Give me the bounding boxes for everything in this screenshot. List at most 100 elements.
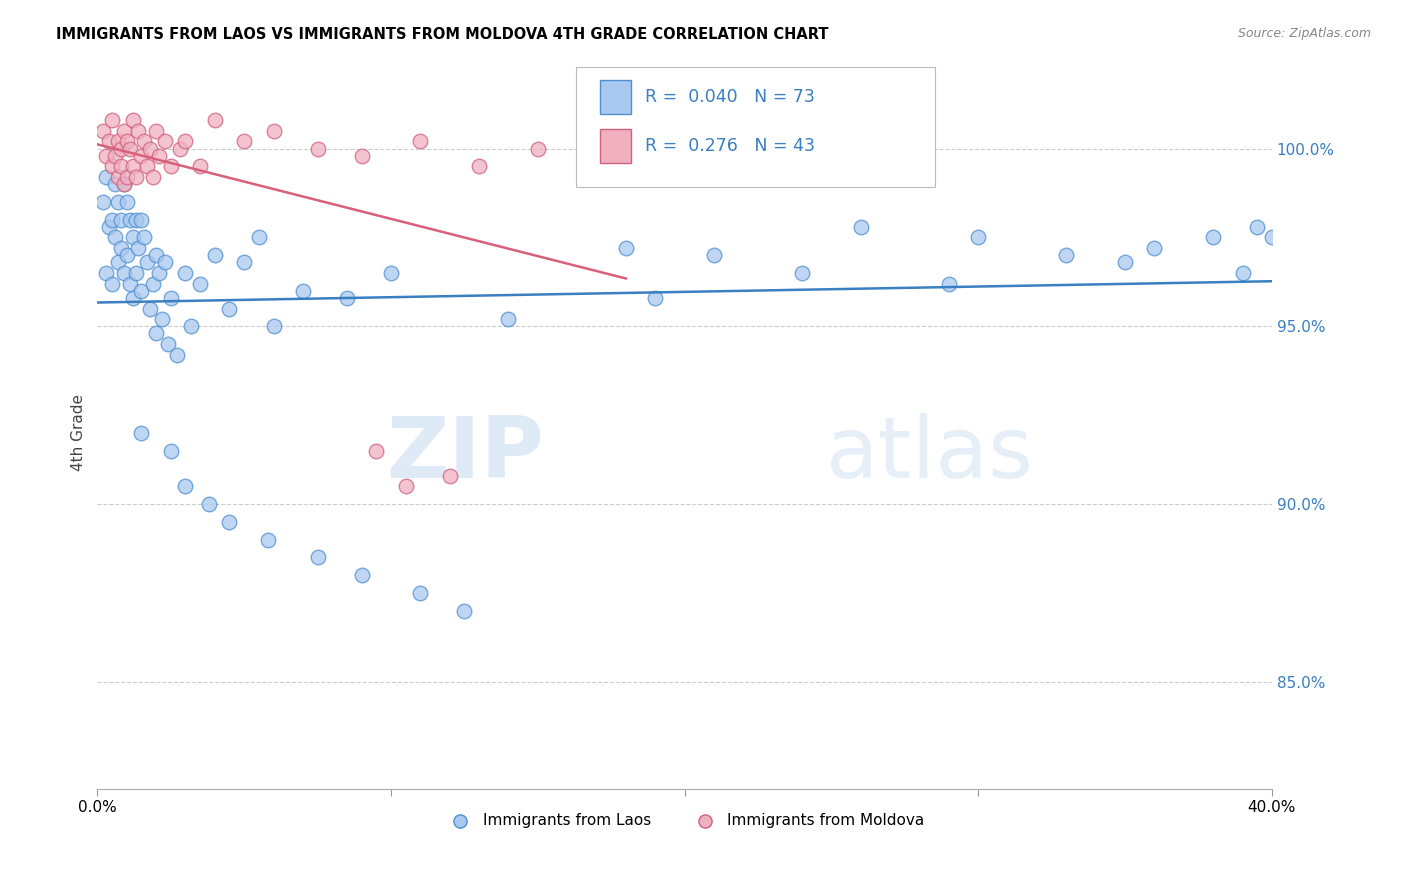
Point bbox=[115, 194, 138, 209]
Point bbox=[118, 277, 141, 291]
Point bbox=[409, 135, 432, 149]
Point bbox=[218, 301, 240, 316]
Point bbox=[174, 266, 197, 280]
Point bbox=[350, 149, 373, 163]
Point bbox=[124, 169, 146, 184]
Point bbox=[291, 284, 314, 298]
Point bbox=[159, 159, 181, 173]
Point bbox=[139, 142, 162, 156]
Point bbox=[166, 348, 188, 362]
Point bbox=[790, 266, 813, 280]
Point bbox=[107, 255, 129, 269]
Point bbox=[614, 241, 637, 255]
Point bbox=[156, 337, 179, 351]
Point bbox=[118, 212, 141, 227]
Point bbox=[307, 142, 329, 156]
Point bbox=[121, 113, 143, 128]
Point bbox=[112, 177, 135, 191]
Point bbox=[527, 142, 550, 156]
Point bbox=[938, 277, 960, 291]
Point bbox=[107, 169, 129, 184]
Point bbox=[98, 135, 121, 149]
Point bbox=[101, 159, 124, 173]
Point bbox=[145, 124, 167, 138]
Point bbox=[142, 277, 165, 291]
Point bbox=[498, 312, 520, 326]
Point bbox=[124, 212, 146, 227]
Point bbox=[218, 515, 240, 529]
Point bbox=[131, 149, 153, 163]
Point bbox=[336, 291, 359, 305]
Point bbox=[159, 291, 181, 305]
Point bbox=[127, 124, 149, 138]
Point bbox=[107, 135, 129, 149]
Point bbox=[380, 266, 402, 280]
Point bbox=[180, 319, 202, 334]
Point bbox=[104, 230, 127, 244]
Point bbox=[256, 533, 278, 547]
Y-axis label: 4th Grade: 4th Grade bbox=[72, 394, 86, 472]
Point bbox=[1261, 230, 1284, 244]
Point bbox=[112, 266, 135, 280]
Point bbox=[110, 241, 132, 255]
Point bbox=[110, 212, 132, 227]
Legend: Immigrants from Laos, Immigrants from Moldova: Immigrants from Laos, Immigrants from Mo… bbox=[439, 807, 931, 834]
Point bbox=[169, 142, 191, 156]
Point bbox=[139, 301, 162, 316]
Point bbox=[118, 142, 141, 156]
Point bbox=[188, 277, 211, 291]
Point bbox=[150, 312, 173, 326]
Point bbox=[110, 159, 132, 173]
Point bbox=[247, 230, 270, 244]
Point bbox=[134, 135, 156, 149]
Point bbox=[101, 277, 124, 291]
Point bbox=[112, 177, 135, 191]
Point bbox=[148, 266, 170, 280]
Point bbox=[131, 425, 153, 440]
Point bbox=[145, 248, 167, 262]
Point bbox=[91, 194, 114, 209]
Point bbox=[1202, 230, 1225, 244]
Point bbox=[148, 149, 170, 163]
Point bbox=[1246, 219, 1268, 234]
Point bbox=[600, 124, 623, 138]
Point bbox=[159, 443, 181, 458]
Point bbox=[1054, 248, 1077, 262]
Point bbox=[439, 468, 461, 483]
Point bbox=[115, 169, 138, 184]
Text: R =  0.276   N = 43: R = 0.276 N = 43 bbox=[645, 136, 815, 155]
Point bbox=[1143, 241, 1166, 255]
Point bbox=[96, 149, 118, 163]
Point bbox=[131, 284, 153, 298]
Point bbox=[136, 159, 159, 173]
Point bbox=[115, 248, 138, 262]
Point bbox=[96, 266, 118, 280]
Point bbox=[409, 586, 432, 600]
Point bbox=[468, 159, 491, 173]
Text: atlas: atlas bbox=[825, 413, 1033, 496]
Point bbox=[104, 149, 127, 163]
Point bbox=[142, 169, 165, 184]
Point bbox=[121, 159, 143, 173]
Point bbox=[204, 113, 226, 128]
Point bbox=[104, 177, 127, 191]
Point bbox=[153, 255, 176, 269]
Point bbox=[233, 135, 256, 149]
Point bbox=[849, 219, 872, 234]
Point bbox=[350, 568, 373, 582]
Point bbox=[153, 135, 176, 149]
Point bbox=[101, 212, 124, 227]
Point bbox=[204, 248, 226, 262]
Point bbox=[98, 219, 121, 234]
Point bbox=[188, 159, 211, 173]
Point bbox=[263, 319, 285, 334]
Point bbox=[91, 124, 114, 138]
Point bbox=[112, 124, 135, 138]
Point bbox=[198, 497, 221, 511]
Point bbox=[644, 291, 666, 305]
Point bbox=[134, 230, 156, 244]
Point bbox=[121, 230, 143, 244]
Point bbox=[101, 113, 124, 128]
Point bbox=[703, 248, 725, 262]
Point bbox=[131, 212, 153, 227]
